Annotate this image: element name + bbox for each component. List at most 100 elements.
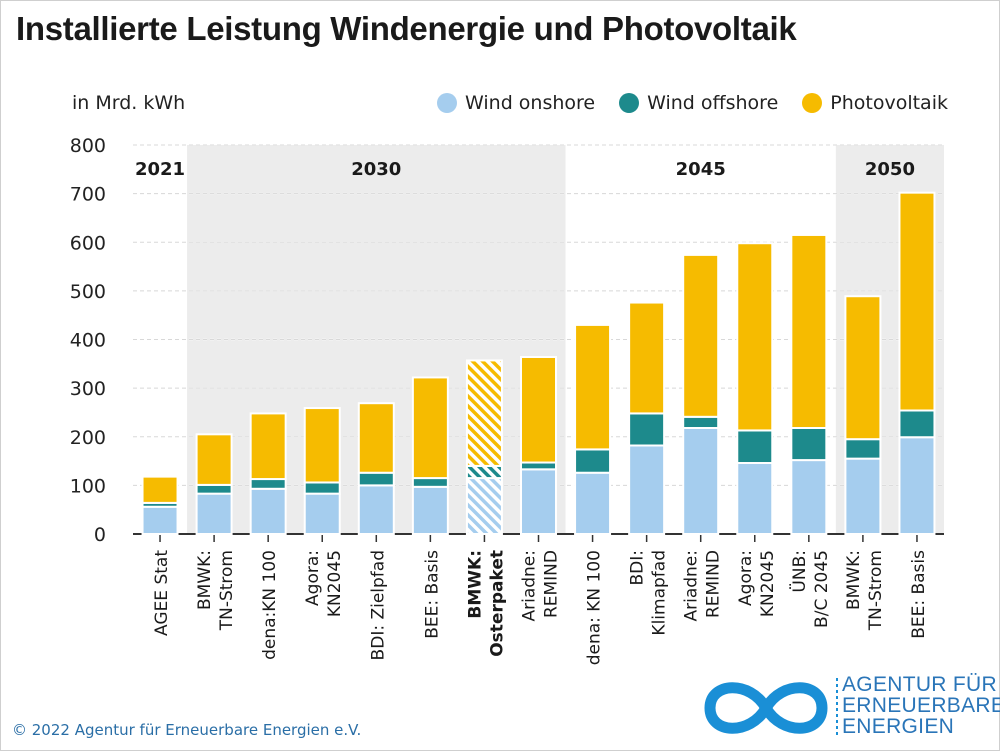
x-category-label: REMIND (542, 550, 562, 618)
legend-item-2: Photovoltaik (802, 92, 948, 114)
y-tick-label: 500 (70, 281, 106, 303)
x-category-label: TN-Strom (866, 550, 886, 631)
bar-photovoltaik-3 (303, 407, 341, 484)
legend-swatch-icon (437, 93, 457, 113)
group-label: 2050 (865, 159, 915, 180)
x-category-label: AGEE Stat (152, 550, 172, 636)
bar-wind-onshore-14 (898, 436, 936, 535)
y-tick-label: 600 (70, 232, 106, 254)
bar-photovoltaik-6 (465, 359, 503, 467)
bar-wind-onshore-8 (574, 471, 612, 536)
group-label: 2030 (351, 159, 401, 180)
bar-wind-offshore-11 (736, 429, 774, 465)
x-category-label: Osterpaket (487, 550, 507, 657)
legend-label: Photovoltaik (830, 92, 948, 114)
bar-wind-onshore-6 (465, 477, 503, 535)
bar-photovoltaik-9 (628, 301, 666, 415)
bar-photovoltaik-10 (682, 253, 720, 418)
bar-wind-offshore-1 (195, 483, 233, 495)
infinity-logo-icon (704, 678, 838, 738)
chart-title: Installierte Leistung Windenergie und Ph… (16, 10, 797, 47)
bar-wind-offshore-13 (844, 438, 882, 460)
x-category-label: BMWK: (844, 550, 864, 610)
y-tick-label: 0 (94, 524, 106, 546)
y-tick-label: 400 (70, 330, 106, 352)
x-category-label: Klimapfad (650, 550, 670, 636)
logo-wordmark: AGENTUR FÜR ERNEUERBARE ENERGIEN (842, 674, 1000, 737)
legend-label: Wind offshore (647, 92, 779, 114)
y-tick-label: 100 (70, 475, 106, 497)
bar-photovoltaik-13 (844, 295, 882, 441)
bar-photovoltaik-7 (520, 356, 557, 464)
bar-wind-offshore-5 (411, 477, 449, 488)
bar-photovoltaik-14 (898, 191, 936, 412)
x-category-label: REMIND (704, 550, 724, 618)
bar-wind-onshore-12 (790, 459, 828, 535)
bar-wind-onshore-0 (141, 505, 179, 535)
bar-wind-onshore-9 (628, 444, 666, 535)
copyright-footer: © 2022 Agentur für Erneuerbare Energien … (12, 721, 362, 739)
legend-label: Wind onshore (465, 92, 596, 114)
bar-photovoltaik-1 (195, 433, 233, 486)
bar-wind-offshore-10 (682, 415, 720, 429)
x-category-label: dena: KN 100 (585, 550, 605, 665)
legend-swatch-icon (619, 93, 640, 113)
bar-wind-onshore-13 (844, 457, 882, 536)
legend-swatch-icon (802, 93, 823, 113)
logo-line-2: ERNEUERBARE (842, 694, 1000, 717)
bar-photovoltaik-12 (790, 233, 828, 429)
unit-label: in Mrd. kWh (72, 92, 186, 114)
bar-wind-offshore-3 (303, 481, 341, 495)
x-category-label: BMWK: (465, 550, 485, 619)
y-tick-label: 800 (70, 135, 106, 157)
group-label: 2021 (135, 159, 185, 180)
bar-wind-onshore-2 (249, 487, 287, 535)
bar-wind-offshore-7 (520, 461, 557, 471)
legend-item-1: Wind offshore (619, 92, 778, 114)
y-tick-label: 700 (70, 184, 106, 206)
x-category-label: dena:KN 100 (260, 550, 280, 660)
bar-wind-offshore-9 (628, 412, 666, 447)
bar-photovoltaik-4 (357, 402, 395, 474)
x-category-label: ÜNB: (788, 550, 810, 593)
x-category-label: Agora: (303, 550, 323, 606)
x-category-label: BDI: Zielpfad (368, 550, 388, 660)
x-category-label: KN2045 (325, 550, 345, 617)
bar-wind-offshore-2 (249, 478, 287, 490)
group-label: 2045 (676, 159, 726, 180)
bar-wind-onshore-10 (682, 426, 720, 535)
x-category-label: BMWK: (195, 550, 215, 610)
x-category-label: KN2045 (758, 550, 778, 617)
x-category-label: TN-Strom (217, 550, 237, 631)
legend: Wind onshore Wind offshore Photovoltaik (437, 92, 948, 114)
bar-wind-onshore-11 (736, 462, 774, 536)
x-category-label: BEE: Basis (909, 550, 929, 639)
x-category-label: BDI: (628, 550, 648, 586)
bar-wind-onshore-5 (411, 485, 449, 535)
bar-photovoltaik-0 (141, 475, 179, 504)
bar-wind-offshore-12 (790, 426, 828, 462)
bar-wind-offshore-6 (465, 464, 503, 480)
legend-item-0: Wind onshore (437, 92, 595, 114)
bar-wind-offshore-14 (898, 409, 936, 439)
x-category-label: Ariadne: (682, 550, 702, 622)
x-category-label: Ariadne: (520, 550, 540, 622)
bar-wind-onshore-4 (357, 484, 395, 535)
x-category-label: BEE: Basis (422, 550, 442, 639)
bar-photovoltaik-8 (574, 323, 612, 451)
y-tick-label: 300 (70, 378, 106, 400)
bar-photovoltaik-11 (736, 242, 774, 432)
y-tick-label: 200 (70, 427, 106, 449)
logo-line-1: AGENTUR FÜR (842, 673, 997, 696)
logo-line-3: ENERGIEN (842, 715, 955, 738)
bar-wind-offshore-4 (357, 471, 395, 487)
x-category-label: B/C 2045 (812, 550, 832, 628)
bar-wind-onshore-1 (195, 492, 233, 535)
bar-photovoltaik-2 (249, 412, 287, 481)
bar-wind-offshore-8 (574, 448, 612, 474)
x-category-label: Agora: (736, 550, 756, 606)
bar-photovoltaik-5 (411, 376, 449, 480)
bar-wind-onshore-3 (303, 492, 341, 535)
bar-wind-onshore-7 (520, 468, 557, 535)
